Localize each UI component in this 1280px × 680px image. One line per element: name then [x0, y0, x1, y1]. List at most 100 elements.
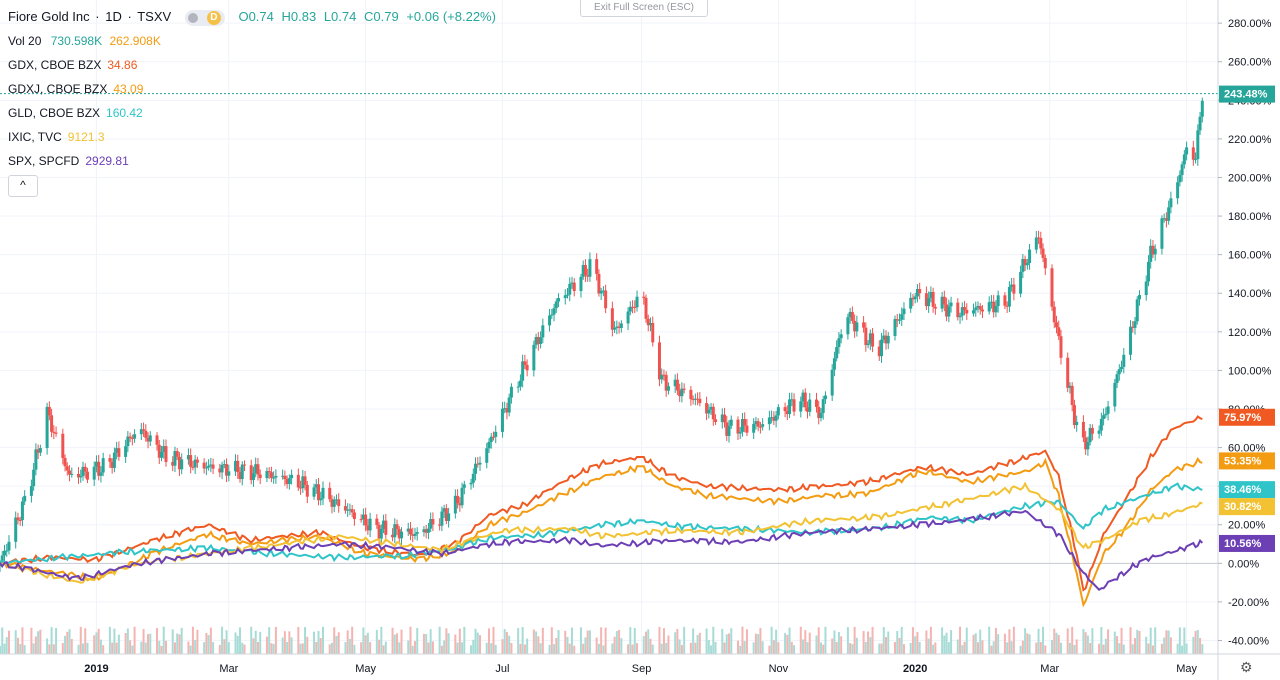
- candle-body: [79, 475, 83, 478]
- volume-bar: [799, 626, 802, 654]
- candle-body: [186, 455, 190, 460]
- candle-body: [382, 520, 386, 529]
- candle-body: [1151, 245, 1155, 255]
- price-badge-label: 53.35%: [1224, 455, 1262, 467]
- candle-body: [1090, 427, 1094, 434]
- candle-body: [1088, 427, 1092, 443]
- volume-bar: [770, 626, 773, 654]
- symbol-name[interactable]: Fiore Gold Inc: [8, 9, 90, 24]
- volume-bar: [196, 629, 199, 654]
- candle-body: [727, 425, 731, 436]
- volume-bar: [745, 629, 748, 654]
- candle-body: [180, 459, 184, 470]
- candle-body: [476, 463, 480, 465]
- volume-bar: [160, 645, 163, 654]
- x-tick-label: 2020: [903, 663, 927, 675]
- candle-body: [438, 524, 442, 526]
- candle-body: [754, 421, 758, 424]
- volume-bar: [1122, 644, 1125, 654]
- candle-body: [552, 308, 556, 315]
- volume-bar: [413, 641, 416, 654]
- compare-legend-item[interactable]: GDX, CBOE BZX 34.86: [8, 56, 502, 80]
- exit-fullscreen-button[interactable]: Exit Full Screen (ESC): [580, 0, 708, 17]
- volume-bar: [1160, 643, 1163, 654]
- candle-body: [1185, 147, 1189, 155]
- volume-bar: [16, 637, 19, 654]
- volume-bar: [712, 626, 715, 654]
- gear-icon[interactable]: ⚙: [1240, 659, 1253, 675]
- volume-bar: [1037, 628, 1040, 654]
- volume-bar: [66, 631, 69, 654]
- volume-bar: [254, 630, 257, 654]
- volume-bar: [532, 629, 535, 654]
- price-badge-bg: [1219, 408, 1275, 426]
- candle-body: [835, 347, 839, 359]
- candle-body: [83, 466, 87, 472]
- volume-bar: [804, 630, 807, 654]
- candle-body: [458, 503, 462, 506]
- volume-bar: [862, 631, 865, 654]
- candle-body: [1160, 218, 1164, 249]
- volume-legend[interactable]: Vol 20 730.598K 262.908K: [8, 32, 502, 56]
- candle-body: [893, 319, 897, 337]
- compare-legend-item[interactable]: IXIC, TVC 9121.3: [8, 128, 502, 152]
- volume-bar: [508, 635, 511, 654]
- candle-body: [487, 441, 491, 449]
- volume-bar: [1100, 626, 1103, 654]
- volume-bar: [487, 628, 490, 654]
- candle-body: [1200, 100, 1204, 117]
- compare-legend-item[interactable]: SPX, SPCFD 2929.81: [8, 152, 502, 176]
- interval-label[interactable]: 1D: [105, 9, 122, 24]
- y-tick-label: 20.00%: [1228, 520, 1266, 532]
- collapse-legend-button[interactable]: ^: [8, 175, 38, 197]
- volume-bar: [48, 644, 51, 654]
- volume-bar: [93, 635, 96, 654]
- volume-bar: [696, 634, 699, 654]
- candle-body: [361, 514, 365, 520]
- candle-body: [774, 415, 778, 421]
- volume-bar: [1163, 637, 1166, 654]
- volume-bar: [786, 634, 789, 654]
- separator: ·: [95, 9, 100, 24]
- volume-bar: [505, 631, 508, 654]
- volume-bar: [759, 627, 762, 654]
- candle-body: [837, 338, 841, 348]
- candle-body: [960, 307, 964, 316]
- volume-bar: [802, 639, 805, 654]
- volume-bar: [111, 642, 114, 654]
- candle-body: [601, 290, 605, 292]
- volume-bar: [595, 637, 598, 654]
- low-value: L0.74: [323, 9, 357, 24]
- volume-bar: [268, 627, 271, 654]
- compare-legend-item[interactable]: GLD, CBOE BZX 160.42: [8, 104, 502, 128]
- candle-body: [193, 459, 197, 468]
- price-badge-bg: [1219, 85, 1275, 103]
- candle-body: [1113, 382, 1117, 407]
- volume-bar: [84, 628, 87, 654]
- candle-body: [1164, 218, 1168, 221]
- volume-bar: [306, 636, 309, 654]
- candle-body: [422, 529, 426, 533]
- volume-bar: [649, 638, 652, 654]
- volume-bar: [1055, 632, 1058, 654]
- volume-bar: [212, 642, 215, 654]
- candle-body: [675, 379, 679, 391]
- volume-bar: [86, 642, 89, 654]
- candle-body: [1106, 406, 1110, 414]
- candle-body: [1122, 354, 1126, 367]
- volume-bar: [1183, 627, 1186, 654]
- compare-legend-item[interactable]: GDXJ, CBOE BZX 43.09: [8, 80, 502, 104]
- volume-bar: [81, 643, 84, 654]
- candle-body: [651, 322, 655, 343]
- candle-body: [900, 314, 904, 320]
- candle-body: [1178, 174, 1182, 183]
- volume-bar: [70, 639, 73, 654]
- market-status-toggle[interactable]: D: [184, 9, 225, 26]
- volume-bar: [1086, 635, 1089, 654]
- candle-body: [897, 319, 901, 321]
- volume-bar: [265, 636, 268, 654]
- volume-bar: [537, 636, 540, 654]
- volume-bar: [1021, 640, 1024, 654]
